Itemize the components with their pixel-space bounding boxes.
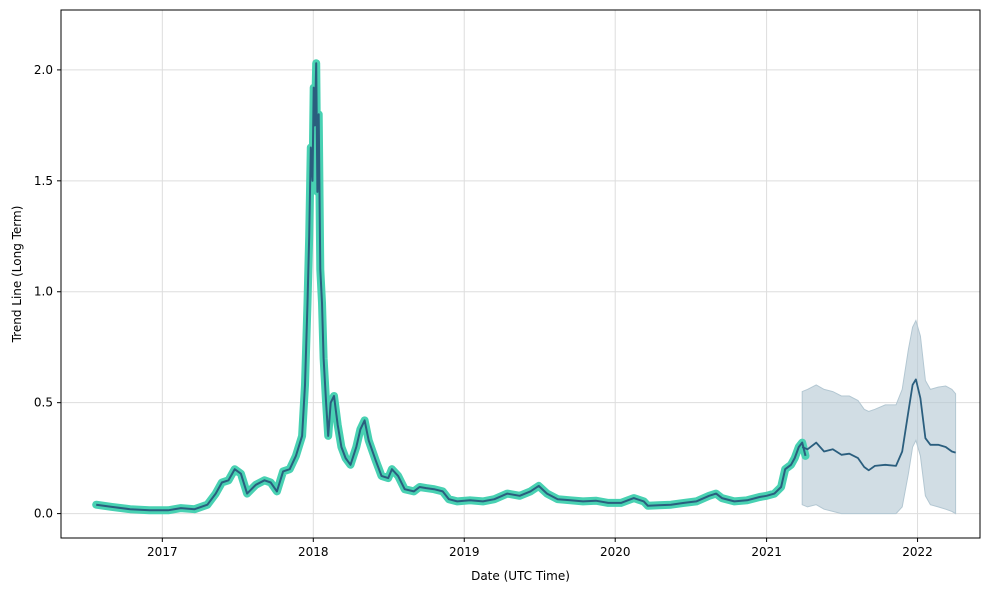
y-tick-label: 0.0 (34, 507, 53, 521)
x-axis-ticks: 2017 2018 2019 2020 2021 2022 (147, 538, 933, 559)
forecast-uncertainty-band (801, 319, 957, 515)
forecast-trend-line (801, 378, 956, 472)
grid (61, 10, 980, 538)
plot-frame (60, 9, 981, 539)
x-tick-label: 2022 (902, 545, 933, 559)
history-trend-line (96, 62, 807, 512)
x-tick-label: 2019 (449, 545, 480, 559)
x-tick-label: 2017 (147, 545, 178, 559)
x-tick-label: 2021 (751, 545, 782, 559)
x-tick-label: 2020 (600, 545, 631, 559)
x-axis-label: Date (UTC Time) (471, 569, 570, 583)
y-tick-label: 2.0 (34, 63, 53, 77)
y-tick-label: 1.0 (34, 285, 53, 299)
forecast-band-layer (801, 319, 957, 515)
y-tick-label: 0.5 (34, 396, 53, 410)
y-axis-ticks: 0.0 0.5 1.0 1.5 2.0 (34, 63, 61, 521)
series-layer (92, 59, 956, 515)
y-tick-label: 1.5 (34, 174, 53, 188)
y-axis-label: Trend Line (Long Term) (10, 206, 24, 344)
x-tick-label: 2018 (298, 545, 329, 559)
